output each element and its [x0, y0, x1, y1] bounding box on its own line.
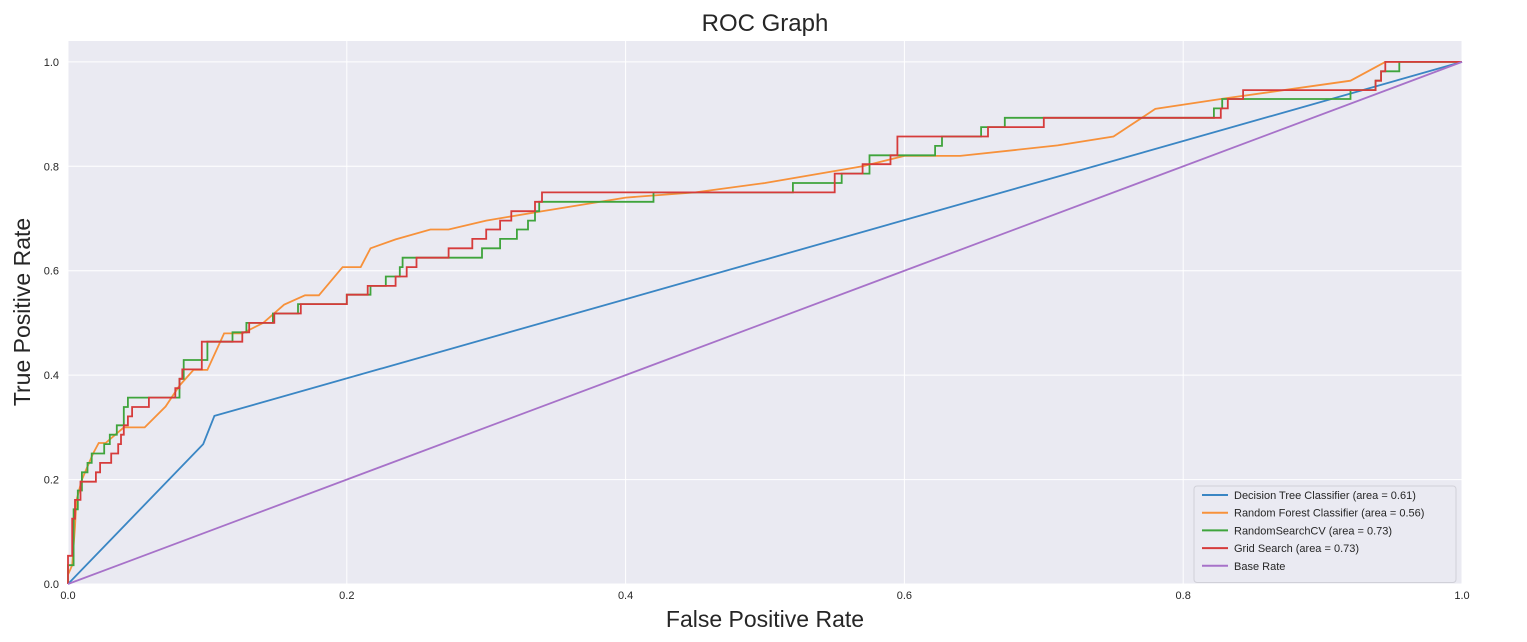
- y-tick-label: 0.8: [44, 161, 59, 173]
- legend: Decision Tree Classifier (area = 0.61) Ra…: [1193, 485, 1457, 583]
- chart-title: ROC Graph: [702, 10, 829, 37]
- tick-labels: 0.0 0.2 0.4 0.6 0.8 1.0 0.0 0.2 0.4 0.6 0.8 1.0: [44, 57, 1470, 602]
- legend-entry: Base Rate: [1234, 561, 1285, 573]
- y-tick-label: 1.0: [44, 57, 59, 69]
- legend-entry: Grid Search (area = 0.73): [1234, 543, 1359, 555]
- legend-entry: Random Forest Classifier (area = 0.56): [1234, 508, 1424, 520]
- x-tick-label: 0.4: [618, 590, 633, 602]
- x-tick-label: 0.2: [339, 590, 354, 602]
- series-line: [67, 61, 1463, 585]
- legend-entry: RandomSearchCV (area = 0.73): [1234, 525, 1392, 537]
- series-line: [67, 61, 1462, 575]
- grid-lines: [67, 41, 1463, 585]
- y-tick-label: 0.4: [44, 370, 59, 382]
- y-tick-label: 0.6: [44, 266, 59, 278]
- x-tick-label: 1.0: [1454, 590, 1469, 602]
- y-tick-label: 0.2: [44, 475, 59, 487]
- legend-box: [1193, 485, 1457, 583]
- legend-entry: Decision Tree Classifier (area = 0.61): [1234, 490, 1416, 502]
- y-axis-label: True Positive Rate: [9, 218, 35, 406]
- series-line: [67, 61, 1462, 584]
- series-line: [67, 61, 1463, 585]
- series-layer: [67, 61, 1463, 585]
- x-tick-label: 0.8: [1176, 590, 1191, 602]
- y-tick-label: 0.0: [44, 579, 59, 591]
- x-tick-label: 0.0: [60, 590, 75, 602]
- x-axis-label: False Positive Rate: [666, 606, 864, 632]
- x-tick-label: 0.6: [897, 590, 912, 602]
